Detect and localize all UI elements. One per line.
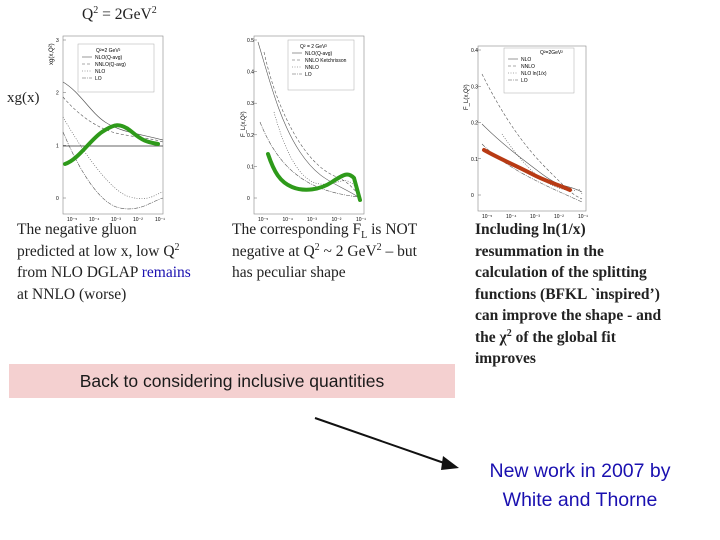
caption-gluon: The negative gluon predicted at low x, l… <box>17 221 191 303</box>
gluon-yticks: 3 2 1 0 <box>56 38 66 202</box>
y-tick-label: 0.1 <box>471 157 478 163</box>
y-tick-label: 0 <box>247 196 250 202</box>
legend-entry: LO <box>521 78 528 84</box>
new-work-note: New work in 2007 by White and Thorne <box>489 460 671 511</box>
legend-entry: NLO(Q-avg) <box>95 55 123 61</box>
fl1-inset: Q² = 2 GeV² <box>300 44 327 50</box>
fl2-xticks: 10⁻⁵ 10⁻⁴ 10⁻³ 10⁻² 10⁻¹ <box>482 214 588 220</box>
legend-entry: NNLO <box>305 65 319 71</box>
fl1-xticks: 10⁻⁵ 10⁻⁴ 10⁻³ 10⁻² 10⁻¹ <box>258 217 366 223</box>
legend-entry: NLO <box>95 69 105 75</box>
legend-entry: NNLO(Q-avg) <box>95 62 126 68</box>
x-tick-label: 10⁻³ <box>307 217 317 223</box>
legend-entry: NLO <box>521 57 531 63</box>
gluon-plot: xg(x,Q²) Q²=2 GeV² NLO(Q-avg)NNLO(Q-avg)… <box>49 35 165 223</box>
gluon-ytitle: xg(x,Q²) <box>49 43 55 65</box>
x-tick-label: 10⁻² <box>554 214 564 220</box>
fl2-inset: Q²=2GeV² <box>540 50 563 56</box>
x-tick-label: 10⁻² <box>133 217 143 223</box>
y-tick-label: 0.1 <box>247 164 254 170</box>
legend-entry: NNLO Ketchrisson <box>305 58 347 64</box>
fl1-yticks: 0.5 0.4 0.3 0.2 0.1 0 <box>247 38 257 202</box>
y-tick-label: 0.3 <box>471 84 478 90</box>
gluon-inset: Q²=2 GeV² <box>96 48 121 54</box>
top-q2-label: Q2 = 2GeV2 <box>82 5 157 24</box>
y-tick-label: 1 <box>56 143 59 149</box>
y-tick-label: 0.2 <box>247 133 254 139</box>
inclusive-quantities-banner: Back to considering inclusive quantities <box>9 364 455 398</box>
y-tick-label: 0.2 <box>471 121 478 127</box>
legend-entry: LO <box>305 72 312 78</box>
fl-plot-1: F_L(x,Q²) Q² = 2 GeV² NLO(Q-avg)NNLO Ket… <box>241 35 366 223</box>
legend-entry: LO <box>95 76 102 82</box>
fl1-ytitle: F_L(x,Q²) <box>241 111 247 137</box>
x-tick-label: 10⁻⁵ <box>258 217 268 223</box>
x-tick-label: 10⁻⁴ <box>283 217 293 223</box>
x-tick-label: 10⁻⁴ <box>89 217 99 223</box>
y-tick-label: 2 <box>56 91 59 97</box>
fl2-ytitle: F_L(x,Q²) <box>464 84 470 110</box>
legend-entry: NLO(Q-avg) <box>305 51 333 57</box>
y-tick-label: 0.4 <box>471 48 478 54</box>
fl1-highlight-curve <box>266 152 362 202</box>
x-tick-label: 10⁻³ <box>530 214 540 220</box>
y-tick-label: 0 <box>471 193 474 199</box>
y-tick-label: 0.4 <box>247 70 254 76</box>
xg-ylabel: xg(x) <box>5 90 42 107</box>
x-tick-label: 10⁻¹ <box>578 214 588 220</box>
y-tick-label: 0.3 <box>247 101 254 107</box>
legend-entry: NNLO <box>521 64 535 70</box>
y-tick-label: 3 <box>56 38 59 44</box>
y-tick-label: 0.5 <box>247 38 254 44</box>
caption-fl: The corresponding FL is NOT negative at … <box>232 221 418 281</box>
legend-entry: NLO ln(1/x) <box>521 71 547 77</box>
x-tick-label: 10⁻⁵ <box>67 217 77 223</box>
arrow-icon <box>314 417 459 470</box>
gluon-highlight-curve <box>63 123 160 166</box>
x-tick-label: 10⁻⁵ <box>482 214 492 220</box>
x-tick-label: 10⁻⁴ <box>506 214 516 220</box>
fl2-yticks: 0.4 0.3 0.2 0.1 0 <box>471 48 481 199</box>
x-tick-label: 10⁻² <box>332 217 342 223</box>
x-tick-label: 10⁻³ <box>111 217 121 223</box>
fl2-highlight-curve <box>482 148 572 192</box>
x-tick-label: 10⁻¹ <box>356 217 366 223</box>
gluon-xticks: 10⁻⁵ 10⁻⁴ 10⁻³ 10⁻² 10⁻¹ <box>67 217 165 223</box>
y-tick-label: 0 <box>56 196 59 202</box>
caption-resummation: Including ln(1/x) resummation in the cal… <box>475 221 662 367</box>
x-tick-label: 10⁻¹ <box>155 217 165 223</box>
